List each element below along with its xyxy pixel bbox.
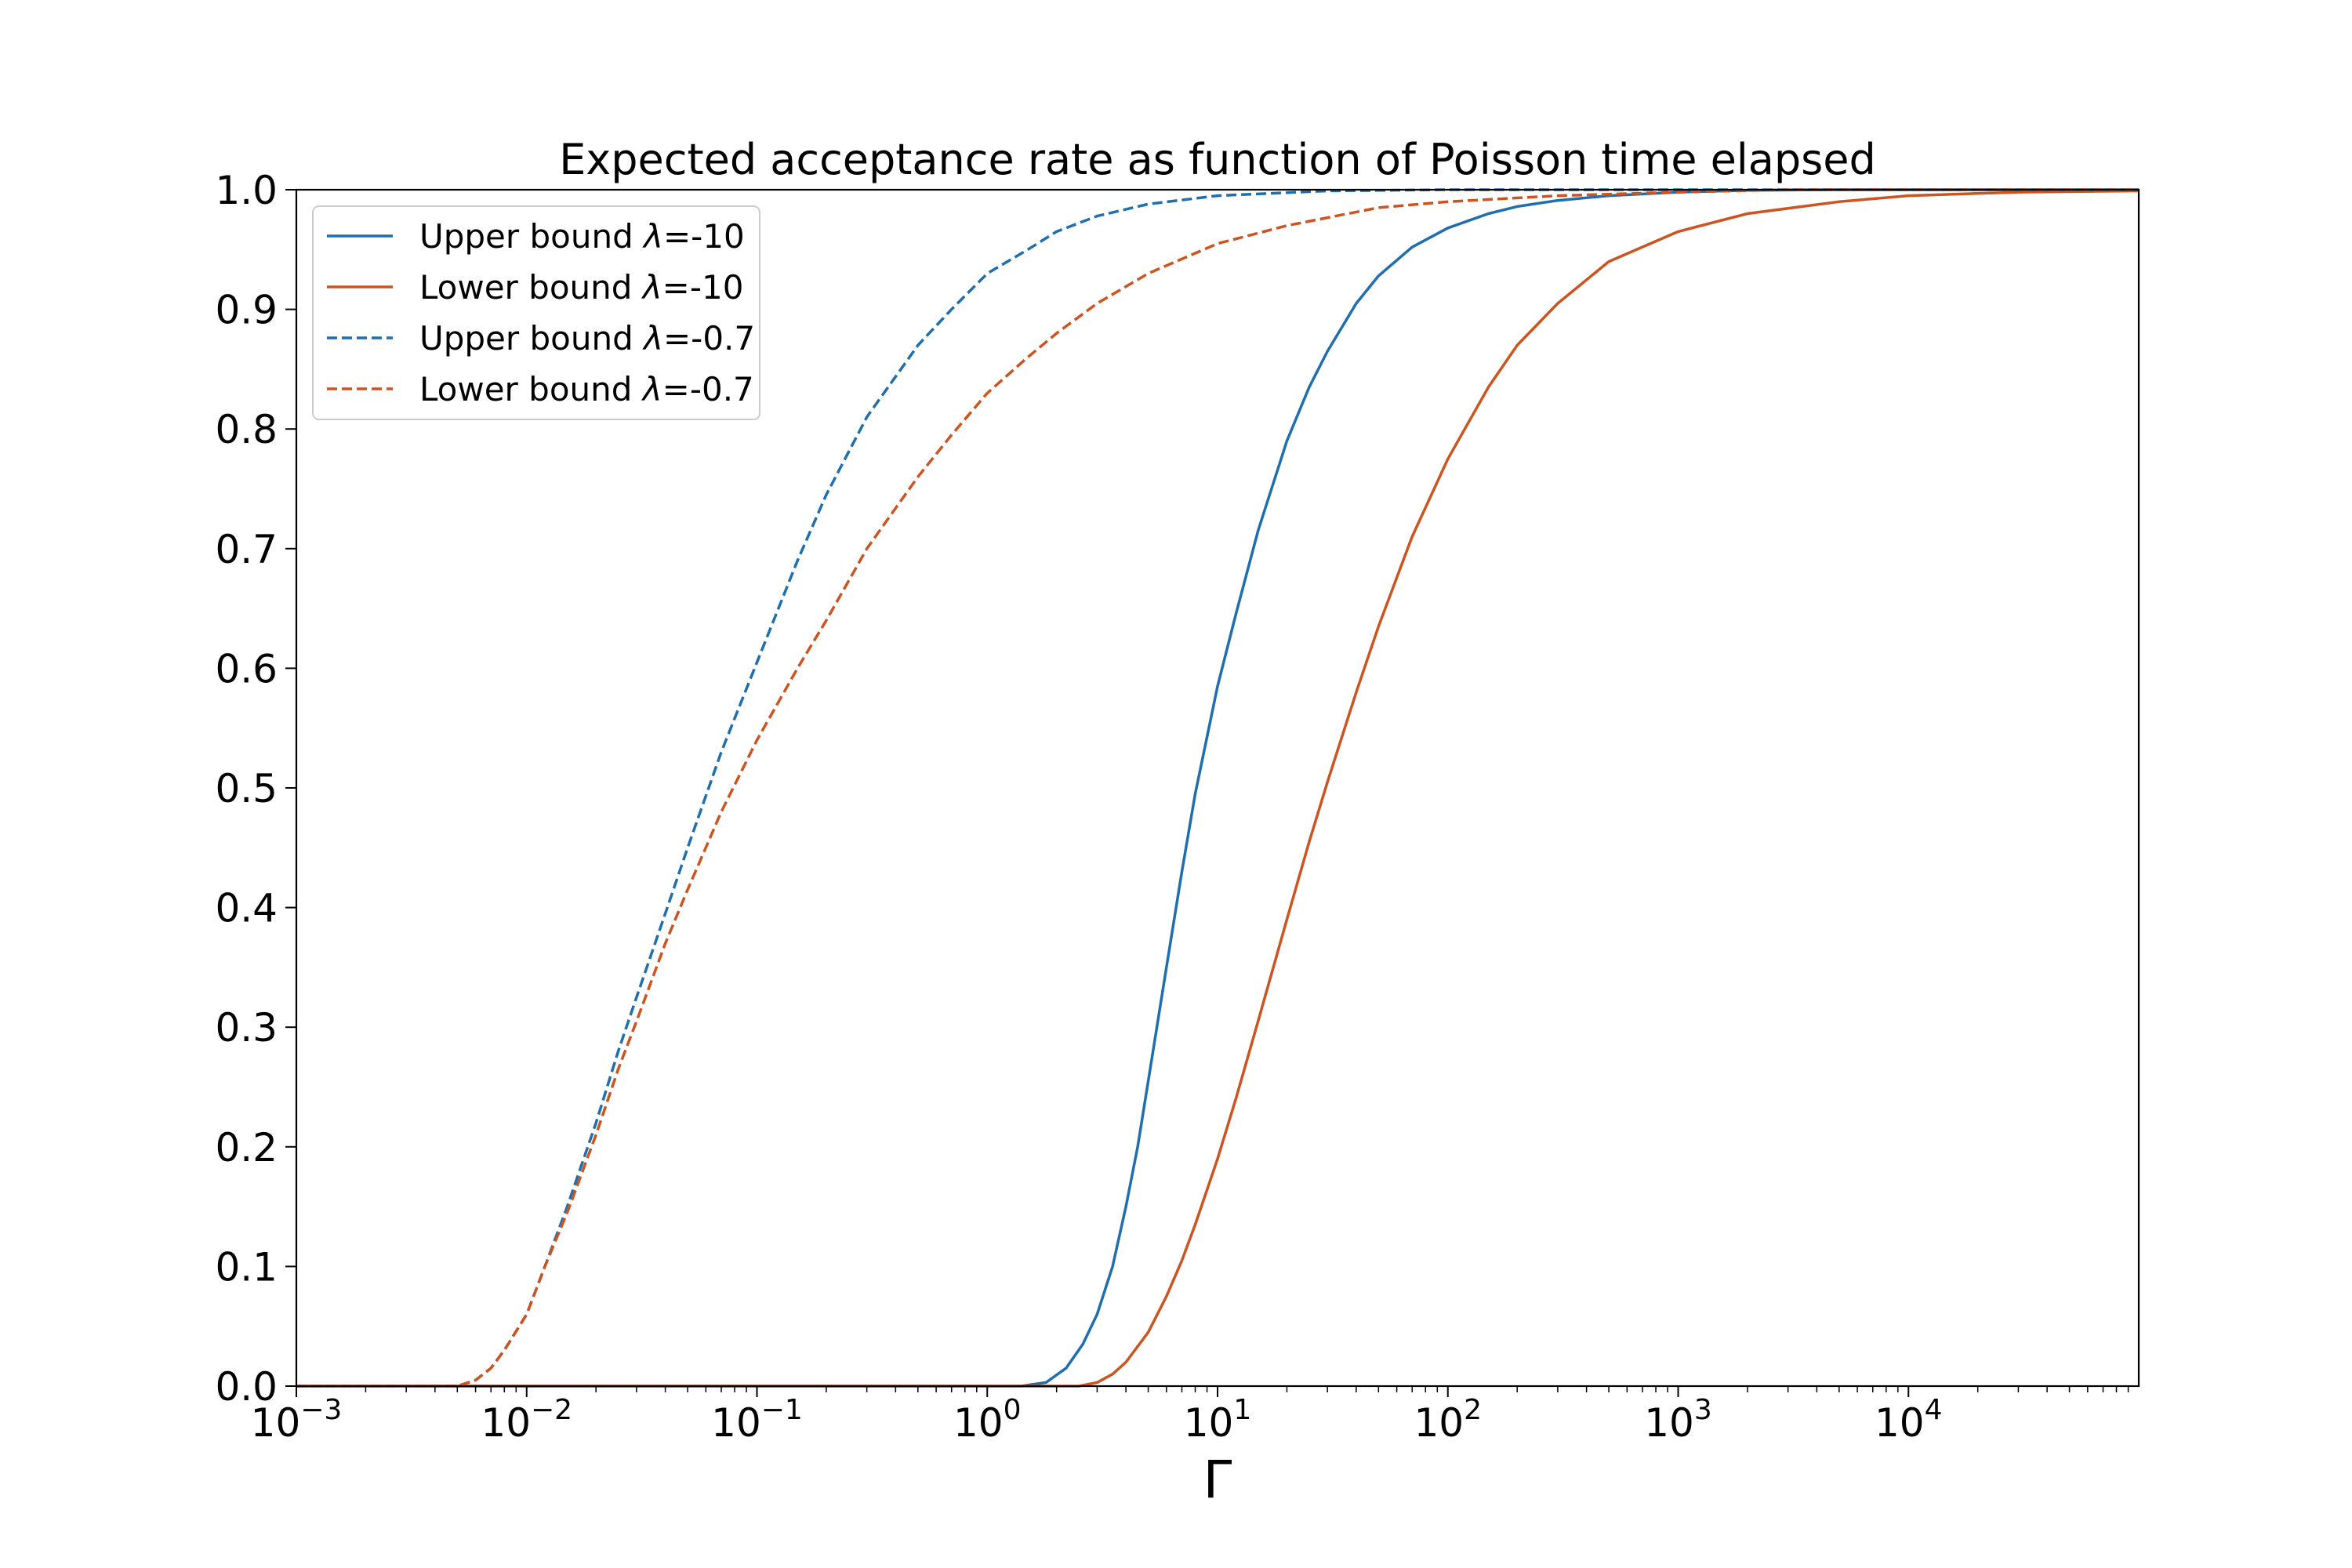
series-line-1 xyxy=(296,188,2139,1388)
series-line-4 xyxy=(296,188,2139,1388)
legend: Upper bound λ=-10 Lower bound λ=-10 Upper … xyxy=(312,205,760,420)
legend-box xyxy=(312,205,760,420)
series-line-2 xyxy=(296,189,2140,1388)
axes: 0.0 0.1 0.2 0.3 0.4 0.5 0.6 0.7 0.8 0.9 1.0 10−3 10−… xyxy=(215,168,2140,1446)
x-tick-label: 10−2 xyxy=(481,1394,572,1446)
series-line-3 xyxy=(296,188,2139,1388)
y-tick-label: 0.5 xyxy=(215,766,278,811)
y-tick-label: 0.6 xyxy=(215,646,278,691)
y-tick-label: 0.1 xyxy=(215,1244,278,1290)
y-tick-label: 0.7 xyxy=(215,527,278,572)
y-tick-label: 0.3 xyxy=(215,1005,278,1051)
y-tick-label: 1.0 xyxy=(215,168,278,213)
legend-label-3: Upper bound λ=-0.7 xyxy=(419,319,755,358)
legend-label-1: Upper bound λ=-10 xyxy=(419,217,745,256)
x-axis-label: Γ xyxy=(1203,1450,1232,1510)
plot-area xyxy=(296,188,2140,1388)
y-tick-label: 0.4 xyxy=(215,886,278,931)
legend-label-2: Lower bound λ=-10 xyxy=(419,268,743,307)
x-tick-label: 10−3 xyxy=(251,1394,343,1446)
chart-title: Expected acceptance rate as function of … xyxy=(559,135,1876,184)
legend-label-4: Lower bound λ=-0.7 xyxy=(419,370,754,408)
y-tick-label: 0.2 xyxy=(215,1125,278,1171)
y-tick-label: 0.9 xyxy=(215,288,278,333)
y-tick-label: 0.0 xyxy=(215,1364,278,1410)
y-tick-label: 0.8 xyxy=(215,407,278,452)
